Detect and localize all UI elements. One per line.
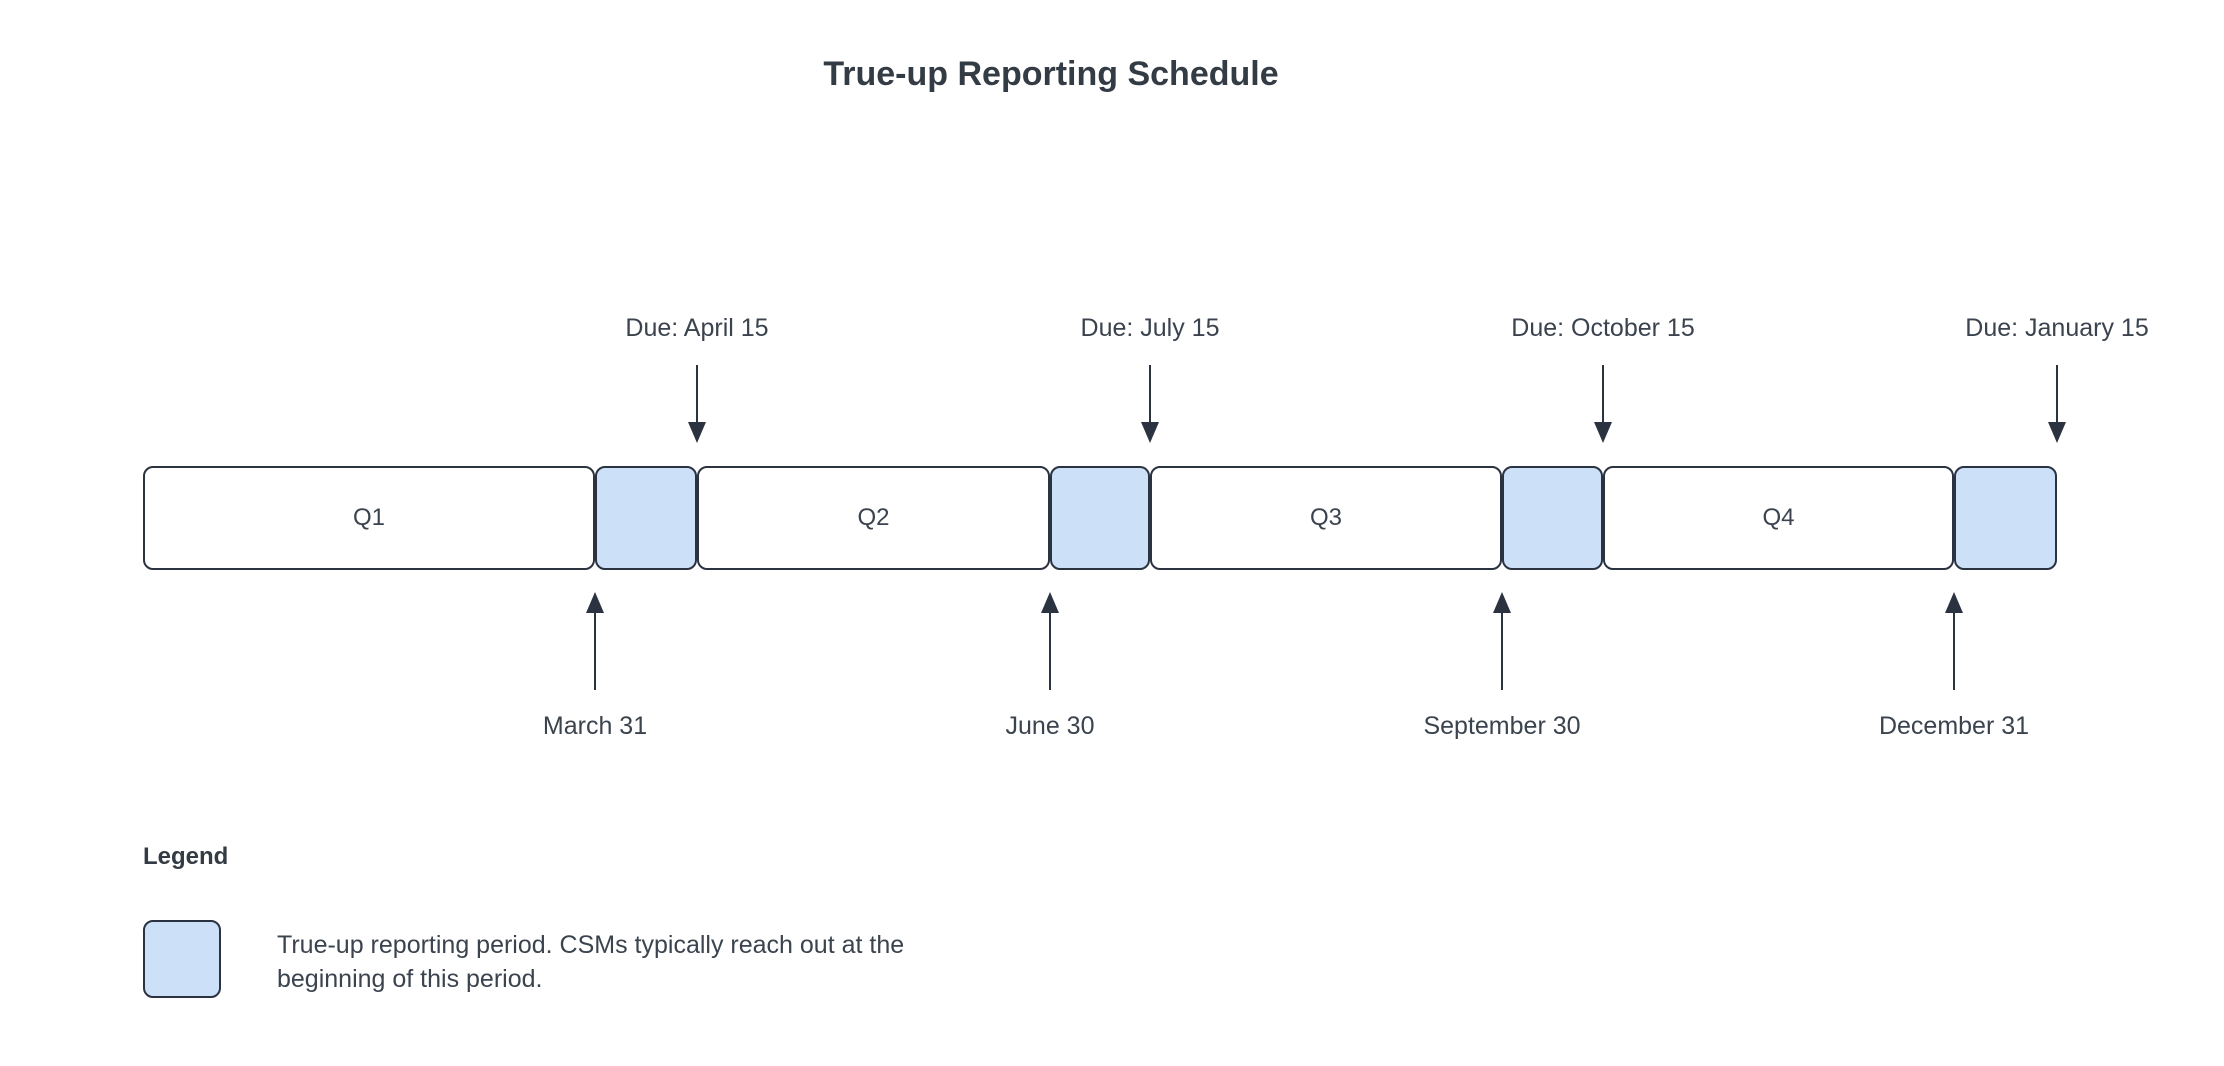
- legend-title: Legend: [143, 843, 229, 870]
- arrow-shaft: [1953, 613, 1955, 690]
- legend-description: True-up reporting period. CSMs typically…: [277, 931, 905, 993]
- trueup-period-box-3: [1502, 466, 1603, 570]
- trueup-period-box-4: [1954, 466, 2057, 570]
- arrow-head-up-icon: [1041, 592, 1059, 613]
- date-arrow-up-icon: [1492, 592, 1512, 690]
- arrow-shaft: [1501, 613, 1503, 690]
- trueup-period-box-2: [1050, 466, 1150, 570]
- arrow-shaft: [696, 365, 698, 422]
- arrow-head-up-icon: [1493, 592, 1511, 613]
- due-label-october: Due: October 15: [1511, 314, 1695, 342]
- due-label-july: Due: July 15: [1080, 314, 1220, 342]
- arrow-shaft: [1149, 365, 1151, 422]
- quarter-box-q1: Q1: [143, 466, 595, 570]
- arrow-head-up-icon: [586, 592, 604, 613]
- quarter-label-q2: Q2: [857, 504, 890, 531]
- due-label-january: Due: January 15: [1965, 314, 2149, 342]
- date-arrow-up-icon: [1040, 592, 1060, 690]
- date-label-march: March 31: [542, 712, 648, 740]
- date-arrow-up-icon: [585, 592, 605, 690]
- timeline-bar: Q1 Q2 Q3 Q4: [143, 466, 2057, 570]
- quarter-label-q1: Q1: [352, 504, 385, 531]
- date-label-december: December 31: [1878, 712, 2030, 740]
- quarter-box-q4: Q4: [1603, 466, 1954, 570]
- arrow-shaft: [2056, 365, 2058, 422]
- date-label-september: September 30: [1423, 712, 1581, 740]
- due-label-april: Due: April 15: [625, 314, 769, 342]
- arrow-head-down-icon: [2048, 422, 2066, 443]
- quarter-label-q4: Q4: [1762, 504, 1795, 531]
- quarter-box-q3: Q3: [1150, 466, 1502, 570]
- trueup-period-swatch: [143, 920, 221, 998]
- arrow-shaft: [594, 613, 596, 690]
- due-arrow-down-icon: [1593, 365, 1613, 443]
- trueup-period-box-1: [595, 466, 697, 570]
- arrow-head-down-icon: [688, 422, 706, 443]
- arrow-head-up-icon: [1945, 592, 1963, 613]
- arrow-head-down-icon: [1594, 422, 1612, 443]
- due-arrow-down-icon: [687, 365, 707, 443]
- arrow-shaft: [1049, 613, 1051, 690]
- due-arrow-down-icon: [2047, 365, 2067, 443]
- date-label-june: June 30: [1005, 712, 1095, 740]
- date-arrow-up-icon: [1944, 592, 1964, 690]
- due-arrow-down-icon: [1140, 365, 1160, 443]
- quarter-label-q3: Q3: [1309, 504, 1342, 531]
- arrow-head-down-icon: [1141, 422, 1159, 443]
- page-title: True-up Reporting Schedule: [823, 55, 1279, 93]
- arrow-shaft: [1602, 365, 1604, 422]
- quarter-box-q2: Q2: [697, 466, 1050, 570]
